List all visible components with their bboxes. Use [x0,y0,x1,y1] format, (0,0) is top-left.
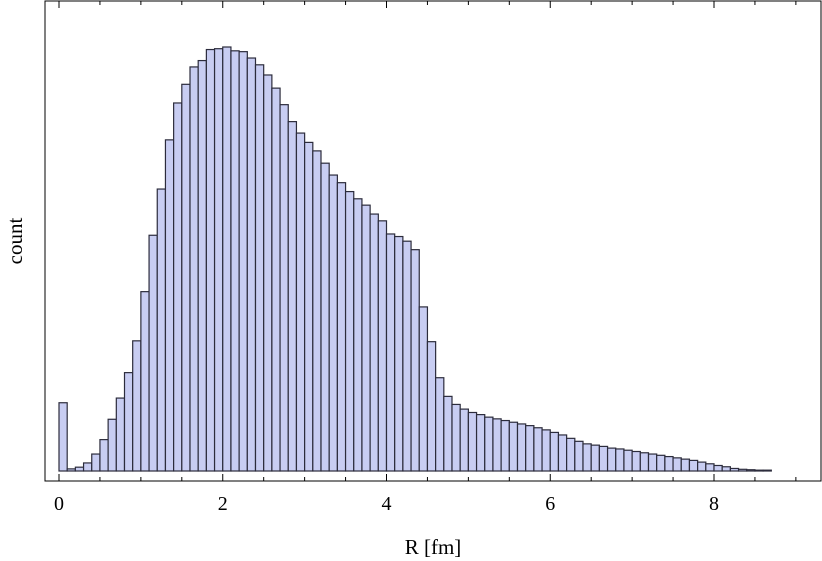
x-tick-label: 8 [709,493,719,515]
histogram-bar [254,64,265,472]
x-axis-title: R [fm] [405,535,462,559]
histogram-bar [467,411,478,472]
histogram-bar [557,434,568,472]
histogram-bar [91,453,101,472]
histogram-bar [353,198,363,472]
histogram-bar [664,455,674,472]
histogram-bar [66,468,76,472]
histogram-bar [205,48,216,472]
histogram-bar [516,423,527,472]
histogram-bar [385,233,396,472]
histogram-bar [508,421,519,472]
histogram-bar [697,461,707,472]
histogram-bar [328,174,338,472]
histogram-bar [213,48,224,472]
histogram-bar [189,66,199,472]
histogram-bar [418,306,429,472]
histogram-bar [173,102,183,472]
histogram-bar [263,74,273,472]
histogram-bar [590,444,600,472]
x-tick-label: 6 [545,493,555,515]
histogram-bar [181,83,191,472]
histogram-bar [541,429,551,472]
histogram-bar [156,188,167,472]
histogram-bar [426,341,437,472]
histogram-bar [115,397,126,472]
histogram-bar [680,458,691,472]
histogram-bar [344,190,355,472]
x-tick-label: 2 [218,493,228,515]
histogram-bar [525,425,535,472]
histogram-bar [230,50,240,472]
histogram-bar [492,418,502,472]
histogram-bar [287,121,298,472]
histogram-bar [721,466,731,472]
histogram-bar [746,469,756,472]
histogram-bar [647,453,658,472]
histogram-bar [500,419,510,472]
plot-frame [44,0,822,482]
histogram-bar [656,454,666,472]
histogram-bar [754,469,764,472]
histogram-bar [394,235,404,472]
histogram-bar [140,291,150,472]
histogram-bar [164,139,175,472]
histogram-bar [58,402,68,472]
histogram-bar [132,340,142,472]
histogram-bar [123,372,134,472]
histogram-bar [246,57,257,472]
histogram-bar [320,162,330,472]
histogram-bar [410,249,420,472]
histogram-bar [295,132,306,472]
histogram-bar [606,447,617,472]
histogram-bar [402,240,412,472]
histogram-bar [598,445,609,472]
histogram-bar [435,377,445,472]
histogram-bar [475,414,486,472]
histogram-bar [99,439,109,472]
histogram-bar [197,59,207,472]
histogram-bar [533,427,543,472]
histogram-bar [304,141,314,472]
histogram-bar [737,468,748,472]
histogram-bar [271,87,281,472]
histogram-bar [549,431,560,472]
histogram-bar [631,450,641,472]
histogram-bar [762,469,772,472]
histogram-bar [615,448,625,472]
histogram-bar [451,403,461,472]
histogram-bar [574,440,584,472]
x-tick-label: 0 [54,493,64,515]
histogram-bar [312,150,322,472]
histogram-bar [361,204,371,472]
histogram-bar [74,466,85,472]
bars-group [58,46,772,472]
histogram-bar [238,51,248,472]
histogram-bar [279,104,289,472]
histogram-bar [107,418,117,472]
histogram-bar [377,220,388,472]
histogram-bar [443,395,453,472]
histogram-bar [672,457,682,472]
histogram-bar [336,182,347,472]
histogram-bar [82,462,93,472]
histogram-bar [729,467,740,472]
histogram-bar [705,463,715,472]
histogram-bar [582,443,592,472]
histogram-bar [459,408,469,472]
histogram-bar [639,452,650,472]
histogram-bar [484,416,494,472]
y-axis-title: count [3,218,27,265]
histogram-bar [369,213,379,472]
histogram-bar [688,459,699,472]
histogram-bar [713,464,723,472]
histogram-bar [222,46,232,472]
histogram-bar [566,437,576,472]
histogram-bar [148,234,158,472]
ticks-group: 0 2 4 6 8 [54,1,797,515]
x-tick-label: 4 [382,493,392,515]
histogram-bar [623,449,633,472]
